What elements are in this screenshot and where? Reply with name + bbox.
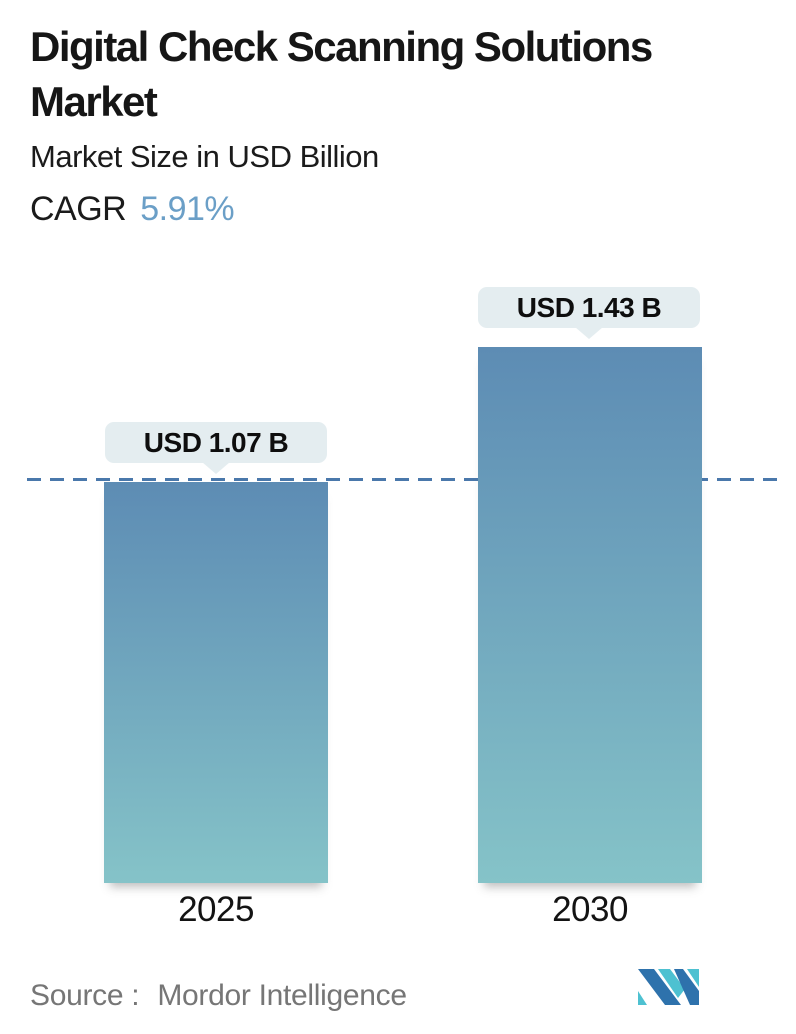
value-label-bubble-2025: USD 1.07 B <box>105 422 327 474</box>
value-label-2030: USD 1.43 B <box>516 291 662 323</box>
cagr-row: CAGR 5.91% <box>30 190 235 229</box>
logo-teal-triangle-left <box>638 991 647 1005</box>
mordor-intelligence-logo <box>638 969 699 1005</box>
bubble-tail <box>202 462 230 474</box>
bar-2030 <box>478 347 702 883</box>
source-value: Mordor Intelligence <box>157 979 407 1012</box>
source-label: Source : <box>30 979 140 1012</box>
x-axis-label-2025: 2025 <box>178 890 254 929</box>
logo-blue-band-right <box>674 969 699 1005</box>
bubble-tail <box>575 327 603 339</box>
chart-subtitle: Market Size in USD Billion <box>30 139 379 174</box>
page-title: Digital Check Scanning Solutions Market <box>30 23 653 125</box>
cagr-label: CAGR <box>30 190 127 228</box>
logo-teal-band-middle <box>658 969 685 998</box>
reference-dashed-line <box>27 478 780 481</box>
value-label-2025: USD 1.07 B <box>143 426 289 458</box>
source-attribution: Source : Mordor Intelligence <box>30 979 407 1013</box>
bar-2025 <box>104 482 328 883</box>
value-label-bubble-2030: USD 1.43 B <box>478 287 700 339</box>
logo-teal-triangle-right <box>687 969 699 987</box>
logo-blue-band-left <box>638 969 681 1005</box>
cagr-value: 5.91% <box>140 190 235 228</box>
x-axis-label-2030: 2030 <box>552 890 628 929</box>
